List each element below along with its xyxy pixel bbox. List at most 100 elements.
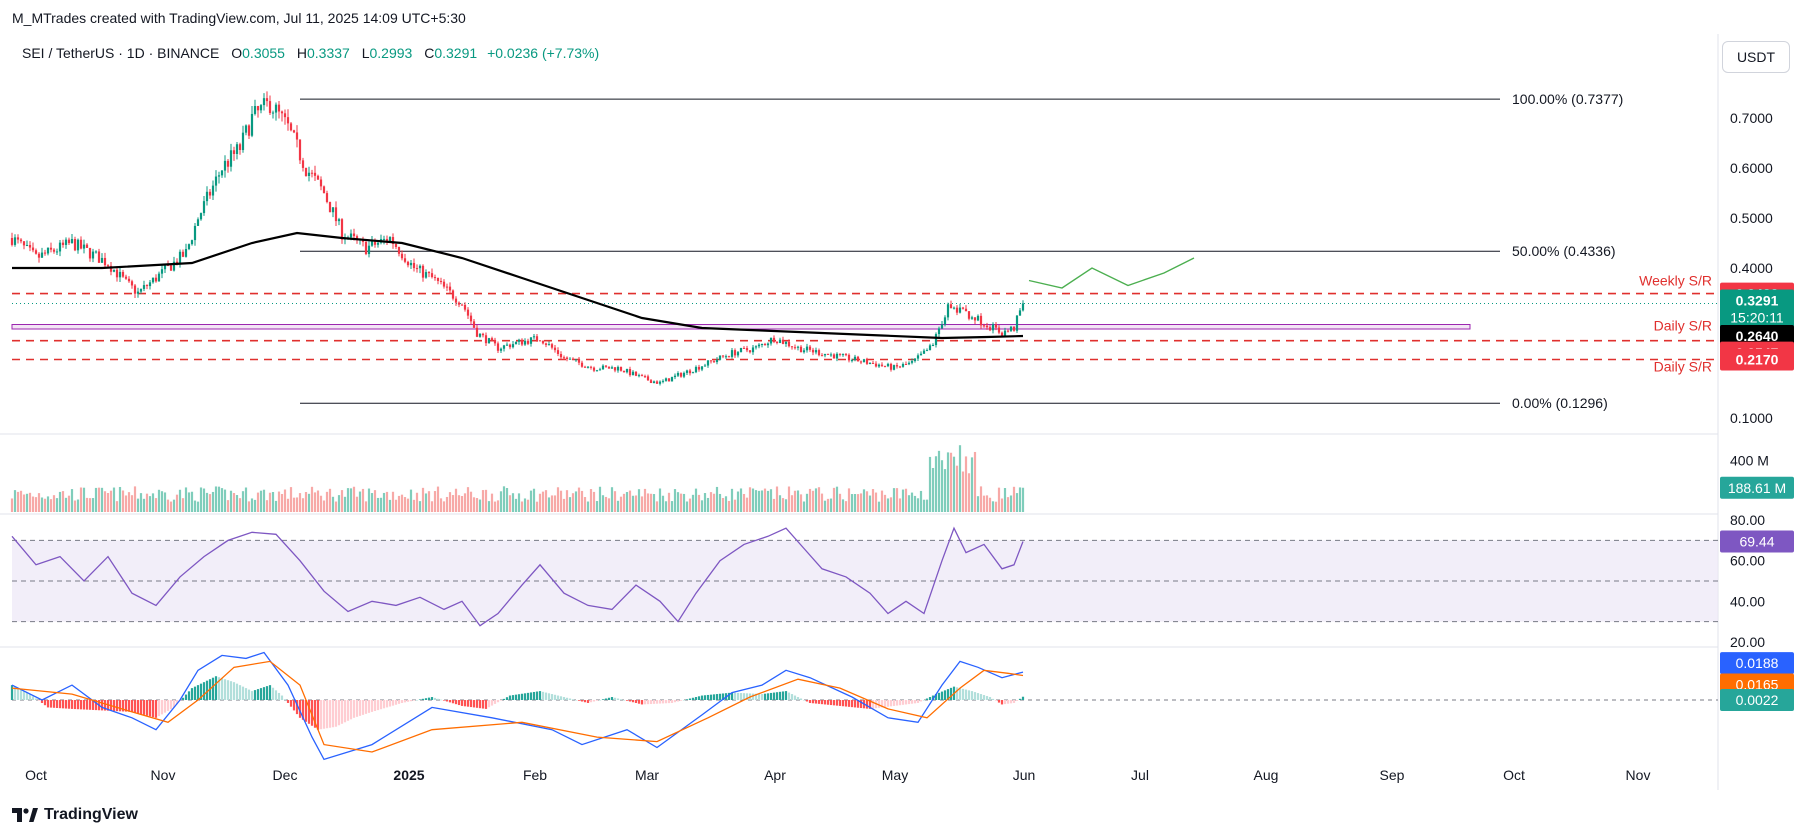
volume-bar[interactable] (886, 498, 890, 512)
volume-bar[interactable] (259, 490, 263, 512)
candle[interactable] (403, 258, 407, 262)
macd-histogram-bar[interactable] (262, 687, 266, 700)
macd-histogram-bar[interactable] (19, 689, 23, 700)
volume-bar[interactable] (97, 487, 101, 512)
macd-histogram-bar[interactable] (844, 700, 848, 707)
candle[interactable] (940, 324, 944, 329)
macd-histogram-bar[interactable] (349, 700, 353, 720)
macd-histogram-bar[interactable] (565, 697, 569, 700)
volume-bar[interactable] (202, 488, 206, 512)
volume-bar[interactable] (1006, 497, 1010, 512)
candle[interactable] (256, 106, 260, 111)
macd-histogram-bar[interactable] (184, 694, 188, 700)
macd-histogram-bar[interactable] (949, 687, 953, 700)
volume-bar[interactable] (481, 490, 485, 512)
macd-histogram-bar[interactable] (679, 700, 683, 701)
candle[interactable] (211, 185, 215, 196)
volume-bar[interactable] (403, 497, 407, 512)
macd-histogram-bar[interactable] (247, 689, 251, 700)
macd-histogram-bar[interactable] (385, 700, 389, 708)
macd-histogram-bar[interactable] (574, 700, 578, 701)
macd-histogram-bar[interactable] (601, 699, 605, 700)
volume-bar[interactable] (247, 501, 251, 512)
macd-histogram-bar[interactable] (301, 700, 305, 720)
macd-histogram-bar[interactable] (376, 700, 380, 711)
volume-bar[interactable] (67, 495, 71, 512)
macd-histogram-bar[interactable] (580, 700, 584, 702)
volume-bar[interactable] (862, 489, 866, 512)
volume-bar[interactable] (28, 492, 32, 512)
volume-bar[interactable] (43, 498, 47, 512)
volume-bar[interactable] (670, 501, 674, 512)
volume-bar[interactable] (979, 486, 983, 512)
candle[interactable] (262, 98, 266, 106)
volume-bar[interactable] (934, 456, 938, 512)
candle[interactable] (427, 272, 431, 274)
candle[interactable] (952, 307, 956, 309)
macd-histogram-bar[interactable] (250, 691, 254, 700)
macd-histogram-bar[interactable] (505, 697, 509, 700)
candle[interactable] (925, 350, 929, 352)
volume-bar[interactable] (775, 486, 779, 512)
candle[interactable] (664, 378, 668, 381)
volume-bar[interactable] (949, 452, 953, 512)
volume-bar[interactable] (400, 494, 404, 512)
macd-histogram-bar[interactable] (634, 700, 638, 703)
volume-bar[interactable] (964, 456, 968, 512)
macd-histogram-bar[interactable] (610, 697, 614, 700)
macd-histogram-bar[interactable] (673, 700, 677, 703)
candle[interactable] (781, 339, 785, 344)
macd-histogram-bar[interactable] (517, 694, 521, 700)
candle[interactable] (169, 265, 173, 271)
candle[interactable] (697, 366, 701, 370)
macd-histogram-bar[interactable] (265, 686, 269, 700)
volume-bar[interactable] (472, 497, 476, 512)
volume-bar[interactable] (985, 495, 989, 512)
volume-bar[interactable] (1018, 487, 1022, 512)
candle[interactable] (316, 175, 320, 180)
candle[interactable] (13, 237, 17, 245)
candle[interactable] (895, 365, 899, 367)
macd-histogram-bar[interactable] (190, 688, 194, 700)
volume-bar[interactable] (757, 490, 761, 512)
candle[interactable] (928, 345, 932, 351)
macd-histogram-bar[interactable] (79, 700, 83, 710)
macd-histogram-bar[interactable] (736, 692, 740, 700)
volume-bar[interactable] (898, 498, 902, 512)
macd-histogram-bar[interactable] (940, 691, 944, 700)
candle[interactable] (250, 113, 254, 136)
volume-bar[interactable] (547, 497, 551, 512)
volume-bar[interactable] (337, 495, 341, 512)
volume-bar[interactable] (733, 499, 737, 512)
candle[interactable] (517, 339, 521, 342)
volume-bar[interactable] (889, 497, 893, 512)
volume-bar[interactable] (673, 489, 677, 512)
macd-histogram-bar[interactable] (466, 700, 470, 707)
volume-bar[interactable] (112, 487, 116, 512)
macd-histogram-bar[interactable] (901, 700, 905, 705)
candle[interactable] (268, 101, 272, 113)
candle[interactable] (616, 366, 620, 371)
candle[interactable] (190, 240, 194, 245)
candle[interactable] (880, 364, 884, 366)
macd-histogram-bar[interactable] (361, 700, 365, 715)
volume-bar[interactable] (781, 498, 785, 512)
candle[interactable] (31, 247, 35, 251)
macd-histogram-bar[interactable] (916, 700, 920, 703)
macd-pane[interactable] (10, 651, 1718, 761)
macd-histogram-bar[interactable] (340, 700, 344, 724)
volume-bar[interactable] (115, 501, 119, 512)
macd-histogram-bar[interactable] (373, 700, 377, 711)
volume-bar[interactable] (718, 493, 722, 512)
volume-bar[interactable] (793, 490, 797, 512)
macd-histogram-bar[interactable] (313, 700, 317, 728)
candle[interactable] (766, 343, 770, 346)
volume-bar[interactable] (397, 495, 401, 512)
macd-histogram-bar[interactable] (328, 700, 332, 728)
candle[interactable] (676, 373, 680, 376)
candle[interactable] (259, 105, 263, 111)
candle[interactable] (763, 344, 767, 346)
candle[interactable] (679, 373, 683, 377)
candle[interactable] (472, 321, 476, 328)
macd-histogram-bar[interactable] (412, 700, 416, 701)
